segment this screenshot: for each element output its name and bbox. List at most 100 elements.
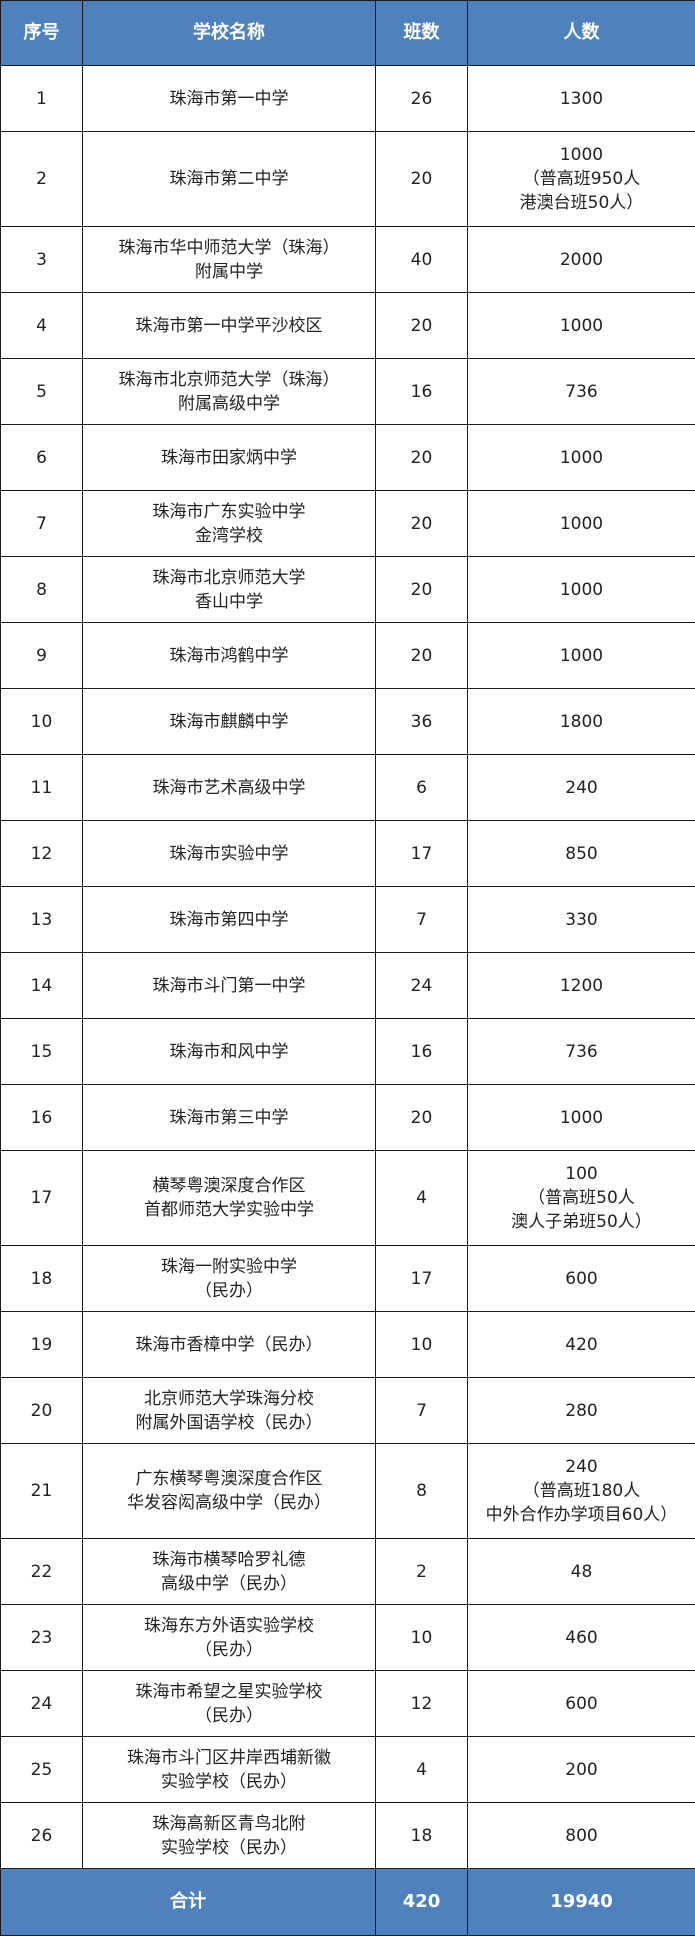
cell-index: 3 [1, 227, 83, 293]
cell-index: 25 [1, 1737, 83, 1803]
cell-index: 16 [1, 1085, 83, 1151]
cell-school-line: 华发容闳高级中学（民办） [83, 1491, 375, 1515]
cell-students: 1000 [468, 425, 695, 491]
cell-school-line: 香山中学 [83, 590, 375, 614]
cell-students-line: 1000 [468, 1106, 695, 1130]
cell-students: 1000 [468, 293, 695, 359]
cell-school: 珠海市斗门区井岸西埔新徽实验学校（民办） [83, 1737, 376, 1803]
total-classes: 420 [376, 1869, 468, 1936]
cell-students-line: 420 [468, 1333, 695, 1357]
cell-school-line: 珠海东方外语实验学校 [83, 1614, 375, 1638]
cell-school-line: 附属高级中学 [83, 392, 375, 416]
cell-index: 23 [1, 1605, 83, 1671]
cell-classes: 16 [376, 359, 468, 425]
cell-school-line: 珠海一附实验中学 [83, 1255, 375, 1279]
cell-students-line: 850 [468, 842, 695, 866]
cell-students-line: 1800 [468, 710, 695, 734]
cell-students: 600 [468, 1246, 695, 1312]
cell-index: 9 [1, 623, 83, 689]
cell-students-line: 800 [468, 1824, 695, 1848]
header-index: 序号 [1, 1, 83, 66]
cell-school: 珠海市斗门第一中学 [83, 953, 376, 1019]
cell-school-line: 北京师范大学珠海分校 [83, 1387, 375, 1411]
cell-students: 1200 [468, 953, 695, 1019]
cell-school-line: （民办） [83, 1638, 375, 1662]
cell-students-line: 600 [468, 1267, 695, 1291]
cell-school-line: （民办） [83, 1704, 375, 1728]
cell-classes: 20 [376, 557, 468, 623]
cell-school-line: 附属外国语学校（民办） [83, 1411, 375, 1435]
cell-school-line: 实验学校（民办） [83, 1836, 375, 1860]
total-students: 19940 [468, 1869, 695, 1936]
cell-school: 珠海市横琴哈罗礼德高级中学（民办） [83, 1539, 376, 1605]
cell-students-line: 200 [468, 1758, 695, 1782]
cell-classes: 10 [376, 1312, 468, 1378]
cell-school: 珠海市第一中学平沙校区 [83, 293, 376, 359]
cell-students: 1000（普高班950人港澳台班50人） [468, 132, 695, 227]
cell-classes: 36 [376, 689, 468, 755]
cell-index: 8 [1, 557, 83, 623]
cell-school: 珠海市华中师范大学（珠海）附属中学 [83, 227, 376, 293]
cell-classes: 20 [376, 425, 468, 491]
header-school: 学校名称 [83, 1, 376, 66]
cell-school: 珠海市第一中学 [83, 66, 376, 132]
cell-school-line: 珠海市斗门第一中学 [83, 974, 375, 998]
cell-school: 珠海市和风中学 [83, 1019, 376, 1085]
cell-school-line: 高级中学（民办） [83, 1572, 375, 1596]
cell-classes: 4 [376, 1737, 468, 1803]
cell-school: 珠海市广东实验中学金湾学校 [83, 491, 376, 557]
cell-index: 13 [1, 887, 83, 953]
cell-classes: 6 [376, 755, 468, 821]
cell-students: 600 [468, 1671, 695, 1737]
cell-index: 17 [1, 1151, 83, 1246]
cell-school-line: 珠海市艺术高级中学 [83, 776, 375, 800]
cell-classes: 17 [376, 821, 468, 887]
cell-school: 珠海高新区青鸟北附实验学校（民办） [83, 1803, 376, 1869]
cell-students: 100（普高班50人澳人子弟班50人） [468, 1151, 695, 1246]
cell-classes: 20 [376, 1085, 468, 1151]
cell-students-line: 1200 [468, 974, 695, 998]
cell-classes: 8 [376, 1444, 468, 1539]
cell-school: 珠海市艺术高级中学 [83, 755, 376, 821]
cell-index: 1 [1, 66, 83, 132]
cell-index: 6 [1, 425, 83, 491]
cell-index: 12 [1, 821, 83, 887]
cell-school: 珠海市实验中学 [83, 821, 376, 887]
cell-students-line: 中外合作办学项目60人） [468, 1503, 695, 1527]
cell-students: 420 [468, 1312, 695, 1378]
cell-school: 广东横琴粤澳深度合作区华发容闳高级中学（民办） [83, 1444, 376, 1539]
cell-classes: 20 [376, 293, 468, 359]
header-row: 序号 学校名称 班数 人数 [1, 1, 695, 66]
cell-students: 1000 [468, 557, 695, 623]
cell-school-line: 横琴粤澳深度合作区 [83, 1174, 375, 1198]
header-classes: 班数 [376, 1, 468, 66]
cell-index: 7 [1, 491, 83, 557]
cell-school-line: 珠海市横琴哈罗礼德 [83, 1548, 375, 1572]
cell-index: 4 [1, 293, 83, 359]
cell-school-line: 珠海高新区青鸟北附 [83, 1812, 375, 1836]
cell-school-line: 珠海市斗门区井岸西埔新徽 [83, 1746, 375, 1770]
cell-school: 珠海市北京师范大学（珠海）附属高级中学 [83, 359, 376, 425]
cell-index: 11 [1, 755, 83, 821]
cell-students: 200 [468, 1737, 695, 1803]
cell-students-line: 1000 [468, 314, 695, 338]
cell-index: 5 [1, 359, 83, 425]
cell-students-line: 330 [468, 908, 695, 932]
cell-school: 珠海市香樟中学（民办） [83, 1312, 376, 1378]
cell-classes: 20 [376, 132, 468, 227]
cell-school-line: 金湾学校 [83, 524, 375, 548]
cell-students-line: 1300 [468, 87, 695, 111]
